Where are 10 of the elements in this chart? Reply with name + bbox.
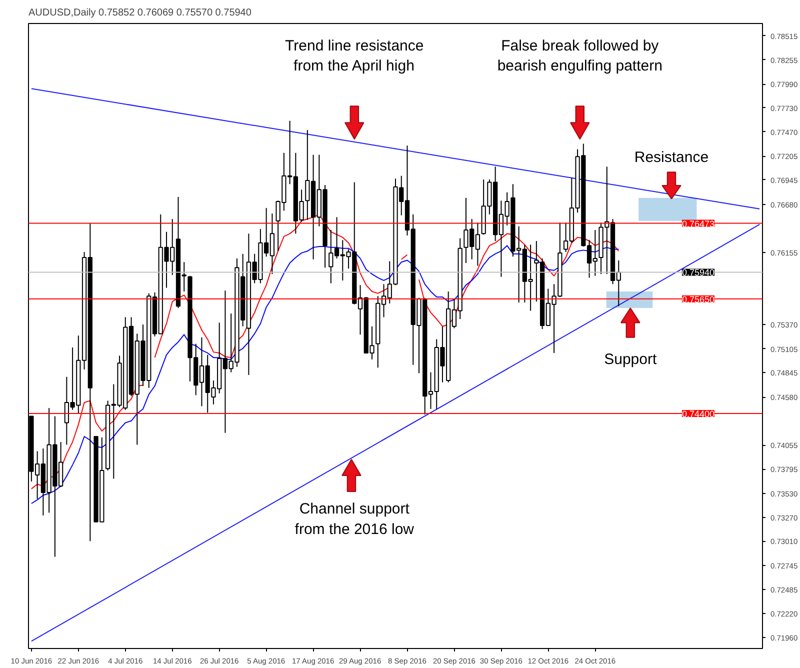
- chart-title: AUDUSD,Daily 0.75852 0.76069 0.75570 0.75940: [28, 8, 252, 18]
- annotation: Resistance: [634, 149, 709, 166]
- annotation: Channel support from the 2016 low: [294, 500, 414, 538]
- ref-line-label: 0.75940: [682, 268, 715, 278]
- annotation: Support: [604, 351, 658, 368]
- annotation: Trend line resistance from the April high: [285, 37, 424, 75]
- annotation: False break followed by bearish engulfing pattern: [497, 37, 662, 75]
- ref-line-label: 0.76473: [682, 218, 715, 229]
- ref-line-label: 0.74400: [682, 409, 715, 420]
- ref-line-label: 0.75650: [682, 294, 715, 304]
